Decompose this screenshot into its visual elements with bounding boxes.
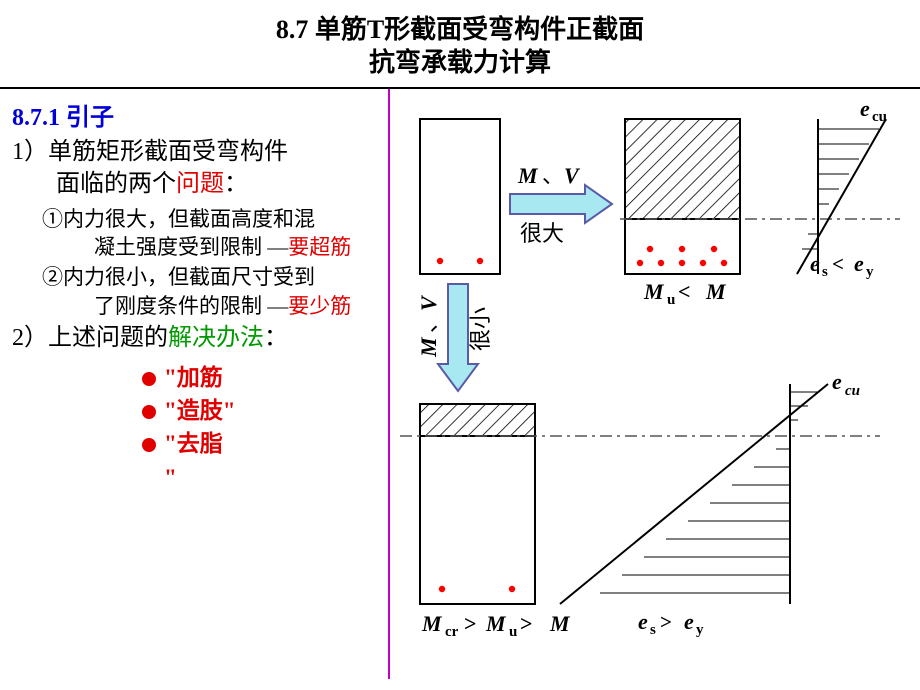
svg-text:>: > (464, 611, 477, 636)
point-1-text-b-post: ： (224, 171, 248, 197)
sub1-num: ① (42, 207, 63, 231)
svg-text:V: V (564, 163, 581, 188)
svg-text:M: M (705, 279, 727, 304)
bullet-3-text-b: " (142, 465, 177, 490)
strain-diagram-bottom: e cu e s > e y (560, 369, 860, 638)
svg-text:u: u (509, 624, 517, 640)
svg-text:e: e (638, 609, 648, 634)
svg-text:<: < (678, 279, 691, 304)
svg-text:e: e (832, 369, 842, 394)
point-2-number: 2） (12, 325, 48, 351)
arrow-vertical: M 、 V 很小 (416, 284, 493, 391)
arrow-h-label-big: 很大 (520, 221, 564, 246)
point-1-number: 1） (12, 139, 48, 165)
sub1-b: 凝土强度受到限制 — (94, 235, 288, 259)
svg-text:M: M (421, 611, 443, 636)
title-block: 8.7 单筋T形截面受弯构件正截面 抗弯承载力计算 (0, 0, 920, 89)
section-top-left (420, 119, 500, 274)
svg-text:M: M (517, 163, 539, 188)
subpoint-1: ①内力很大，但截面高度和混 凝土强度受到限制 —要超筋 (12, 205, 380, 262)
sub2-a: 内力很小，但截面尺寸受到 (63, 265, 315, 289)
bullet-icon (142, 438, 156, 452)
svg-text:cu: cu (845, 383, 860, 399)
svg-text:<: < (832, 252, 844, 276)
svg-text:e: e (854, 251, 864, 276)
arrow-v-label-small: 很小 (468, 307, 493, 351)
svg-text:V: V (416, 294, 441, 311)
svg-text:、: 、 (542, 163, 564, 188)
sub2-b-red: 要少筋 (288, 294, 351, 318)
point-2-post: ： (264, 325, 288, 351)
bullet-icon (142, 405, 156, 419)
point-2: 2）上述问题的解决办法： (12, 322, 380, 354)
svg-text:M: M (485, 611, 507, 636)
solution-bullets: "加筋 "造肢" "去脂 " (12, 361, 380, 494)
section-heading: 8.7.1 引子 (12, 97, 380, 132)
point-1-text-a: 单筋矩形截面受弯构件 (48, 139, 288, 165)
arrow-horizontal: M 、 V 很大 (510, 163, 612, 246)
bullet-1: "加筋 (142, 361, 380, 394)
svg-text:s: s (822, 264, 828, 280)
svg-text:M: M (416, 336, 441, 358)
bullet-3: "去脂 " (142, 427, 380, 494)
svg-text:cr: cr (445, 624, 459, 640)
sub1-b-red: 要超筋 (288, 235, 351, 259)
sub2-num: ② (42, 265, 63, 289)
diagram-svg: M 、 V 很大 M u < M (390, 89, 910, 679)
main-area: 8.7.1 引子 1）单筋矩形截面受弯构件 面临的两个问题： ①内力很大，但截面… (0, 89, 920, 679)
point-2-green: 解决办法 (168, 325, 264, 351)
svg-text:、: 、 (416, 311, 441, 333)
bullet-2-text: "造肢" (164, 398, 236, 423)
svg-text:M: M (643, 279, 665, 304)
svg-text:>: > (660, 610, 672, 634)
svg-text:y: y (696, 622, 704, 638)
svg-text:>: > (520, 611, 533, 636)
page-title: 8.7 单筋T形截面受弯构件正截面 抗弯承载力计算 (0, 14, 920, 79)
left-column: 8.7.1 引子 1）单筋矩形截面受弯构件 面临的两个问题： ①内力很大，但截面… (0, 89, 390, 679)
svg-text:cu: cu (872, 109, 887, 125)
svg-text:s: s (650, 622, 656, 638)
point-2-pre: 上述问题的 (48, 325, 168, 351)
bullet-3-text-a: "去脂 (164, 431, 223, 456)
right-column: M 、 V 很大 M u < M (390, 89, 920, 679)
sub1-a: 内力很大，但截面高度和混 (63, 207, 315, 231)
title-line-2: 抗弯承载力计算 (369, 48, 551, 77)
svg-text:y: y (866, 264, 874, 280)
svg-text:u: u (667, 292, 675, 308)
section-top-right: M u < M (625, 119, 740, 308)
title-line-1: 8.7 单筋T形截面受弯构件正截面 (276, 15, 644, 44)
subpoint-2: ②内力很小，但截面尺寸受到 了刚度条件的限制 —要少筋 (12, 263, 380, 320)
sub2-b: 了刚度条件的限制 — (94, 294, 288, 318)
bullet-icon (142, 372, 156, 386)
svg-text:e: e (684, 609, 694, 634)
bullet-1-text: "加筋 (164, 365, 223, 390)
section-bottom: M cr > M u > M (400, 404, 880, 640)
point-1: 1）单筋矩形截面受弯构件 面临的两个问题： (12, 136, 380, 201)
svg-text:e: e (810, 251, 820, 276)
bullet-2: "造肢" (142, 394, 380, 427)
point-1-text-b-red: 问题 (176, 171, 224, 197)
svg-text:e: e (860, 96, 870, 121)
svg-text:M: M (549, 611, 571, 636)
point-1-text-b-pre: 面临的两个 (56, 171, 176, 197)
